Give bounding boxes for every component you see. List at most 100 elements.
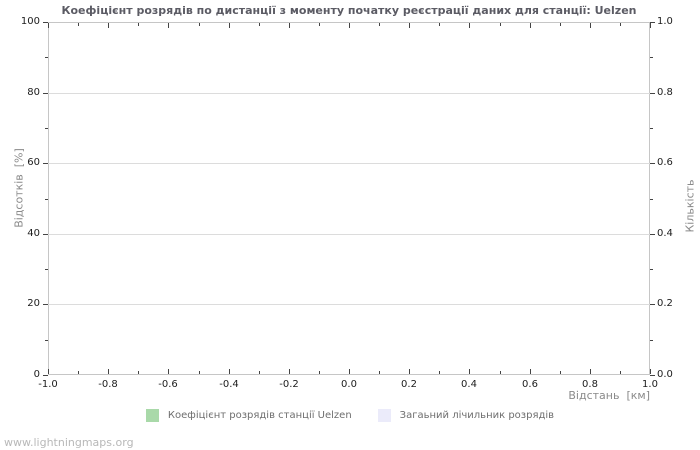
- y-left-tick-label: 100: [20, 16, 40, 27]
- x-minor-tick: [620, 371, 621, 374]
- plot-area: [48, 22, 650, 375]
- y-right-major-tick: [650, 375, 655, 376]
- y-right-tick-label: 1.0: [657, 16, 673, 27]
- gridline: [48, 163, 650, 164]
- legend-label-1: Загаьний лічильник розрядів: [399, 409, 555, 421]
- y-right-minor-tick: [650, 340, 653, 341]
- y-right-major-tick: [650, 304, 655, 305]
- gridline: [48, 93, 650, 94]
- x-major-tick: [349, 369, 350, 374]
- x-minor-tick: [379, 371, 380, 374]
- x-major-tick: [289, 369, 290, 374]
- x-major-tick-top: [349, 23, 350, 28]
- x-major-tick: [229, 369, 230, 374]
- x-minor-tick-top: [319, 23, 320, 26]
- x-minor-tick-top: [138, 23, 139, 26]
- x-minor-tick-top: [78, 23, 79, 26]
- x-minor-tick: [560, 371, 561, 374]
- x-minor-tick: [259, 371, 260, 374]
- x-tick-label: 0.4: [461, 379, 477, 390]
- x-major-tick-top: [530, 23, 531, 28]
- x-minor-tick-top: [560, 23, 561, 26]
- legend: Коефіцієнт розрядів станції Uelzen Загаьн…: [0, 407, 700, 423]
- x-minor-tick: [319, 371, 320, 374]
- legend-item-0: Коефіцієнт розрядів станції Uelzen: [145, 408, 352, 422]
- x-major-tick: [48, 369, 49, 374]
- y-right-tick-label: 0.2: [657, 298, 673, 309]
- x-major-tick: [469, 369, 470, 374]
- y-left-tick-label: 20: [27, 298, 40, 309]
- watermark-text: www.lightningmaps.org: [4, 436, 134, 449]
- y-left-tick-label: 80: [27, 87, 40, 98]
- x-major-tick: [530, 369, 531, 374]
- y-left-major-tick: [43, 93, 48, 94]
- x-major-tick: [108, 369, 109, 374]
- x-tick-label: 0.0: [341, 379, 357, 390]
- y-left-minor-tick: [45, 340, 48, 341]
- legend-swatch-1: [377, 408, 391, 422]
- x-minor-tick: [439, 371, 440, 374]
- x-minor-tick-top: [500, 23, 501, 26]
- x-minor-tick: [138, 371, 139, 374]
- y-right-minor-tick: [650, 199, 653, 200]
- x-axis-label: Відстань [км]: [568, 389, 650, 402]
- y-right-minor-tick: [650, 269, 653, 270]
- y-left-tick-label: 60: [27, 157, 40, 168]
- y-left-major-tick: [43, 22, 48, 23]
- y-left-minor-tick: [45, 128, 48, 129]
- x-tick-label: 0.6: [522, 379, 538, 390]
- x-tick-label: -0.8: [98, 379, 118, 390]
- x-tick-label: 1.0: [642, 379, 658, 390]
- legend-label-0: Коефіцієнт розрядів станції Uelzen: [167, 409, 352, 421]
- y-left-tick-label: 40: [27, 228, 40, 239]
- y-right-major-tick: [650, 22, 655, 23]
- x-tick-label: -1.0: [38, 379, 58, 390]
- x-tick-label: -0.6: [158, 379, 178, 390]
- y-left-minor-tick: [45, 57, 48, 58]
- y-right-tick-label: 0.4: [657, 228, 673, 239]
- y-right-tick-label: 0.6: [657, 157, 673, 168]
- y-left-major-tick: [43, 163, 48, 164]
- x-tick-label: -0.4: [219, 379, 239, 390]
- x-minor-tick-top: [439, 23, 440, 26]
- x-minor-tick-top: [620, 23, 621, 26]
- x-minor-tick-top: [259, 23, 260, 26]
- x-tick-label: 0.8: [582, 379, 598, 390]
- x-major-tick-top: [48, 23, 49, 28]
- x-major-tick-top: [590, 23, 591, 28]
- y-left-major-tick: [43, 234, 48, 235]
- y-left-minor-tick: [45, 199, 48, 200]
- x-minor-tick: [199, 371, 200, 374]
- gridline: [48, 304, 650, 305]
- legend-item-1: Загаьний лічильник розрядів: [377, 408, 555, 422]
- y-left-minor-tick: [45, 269, 48, 270]
- x-major-tick-top: [650, 23, 651, 28]
- x-major-tick-top: [469, 23, 470, 28]
- x-tick-label: -0.2: [279, 379, 299, 390]
- y-left-tick-label: 0: [33, 369, 40, 380]
- y-left-major-tick: [43, 304, 48, 305]
- y-right-minor-tick: [650, 57, 653, 58]
- x-major-tick: [650, 369, 651, 374]
- x-minor-tick: [500, 371, 501, 374]
- chart-title: Коефіцієнт розрядів по дистанції з момен…: [61, 4, 637, 17]
- x-major-tick-top: [168, 23, 169, 28]
- x-major-tick-top: [229, 23, 230, 28]
- y-axis-label-right: Кількість: [683, 179, 697, 233]
- legend-swatch-0: [145, 408, 159, 422]
- y-right-minor-tick: [650, 128, 653, 129]
- x-major-tick: [168, 369, 169, 374]
- x-minor-tick-top: [199, 23, 200, 26]
- y-left-major-tick: [43, 375, 48, 376]
- x-minor-tick-top: [379, 23, 380, 26]
- x-major-tick: [590, 369, 591, 374]
- x-tick-label: 0.2: [401, 379, 417, 390]
- y-right-tick-label: 0.0: [657, 369, 673, 380]
- x-major-tick-top: [289, 23, 290, 28]
- y-right-major-tick: [650, 93, 655, 94]
- x-minor-tick: [78, 371, 79, 374]
- y-right-major-tick: [650, 163, 655, 164]
- gridline: [48, 234, 650, 235]
- y-right-tick-label: 0.8: [657, 87, 673, 98]
